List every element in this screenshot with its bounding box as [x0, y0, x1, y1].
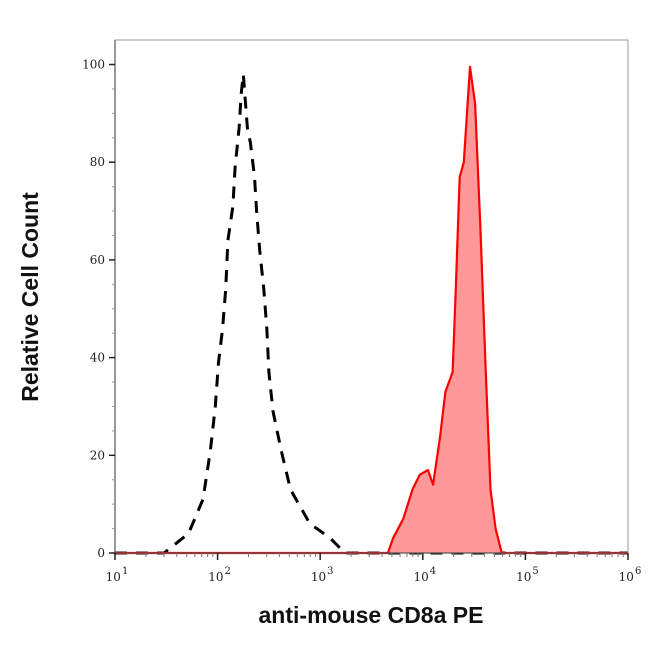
series-line-0 — [115, 72, 628, 555]
y-tick-label: 80 — [90, 155, 105, 169]
y-axis-title: Relative Cell Count — [17, 192, 43, 402]
series-line-1 — [115, 65, 628, 555]
series-layer — [115, 65, 628, 555]
axes-layer: 0 20 40 60 80 100 101 102 103 104 105 106 — [82, 40, 641, 584]
x-tick-label: 102 — [208, 566, 231, 584]
series-fill-1 — [115, 66, 628, 554]
y-tick-label: 20 — [90, 448, 105, 462]
plot-frame — [114, 39, 629, 554]
y-tick-label: 60 — [90, 253, 105, 267]
x-tick-label: 104 — [413, 566, 436, 584]
x-tick-label: 101 — [106, 566, 129, 584]
x-axis-title: anti-mouse CD8a PE — [259, 602, 484, 628]
y-tick-label: 40 — [90, 351, 105, 365]
x-tick-label: 103 — [311, 566, 334, 584]
y-tick-label: 100 — [82, 58, 105, 72]
x-tick-label: 106 — [619, 566, 642, 584]
y-tick-label: 0 — [97, 546, 105, 560]
x-tick-label: 105 — [516, 566, 539, 584]
